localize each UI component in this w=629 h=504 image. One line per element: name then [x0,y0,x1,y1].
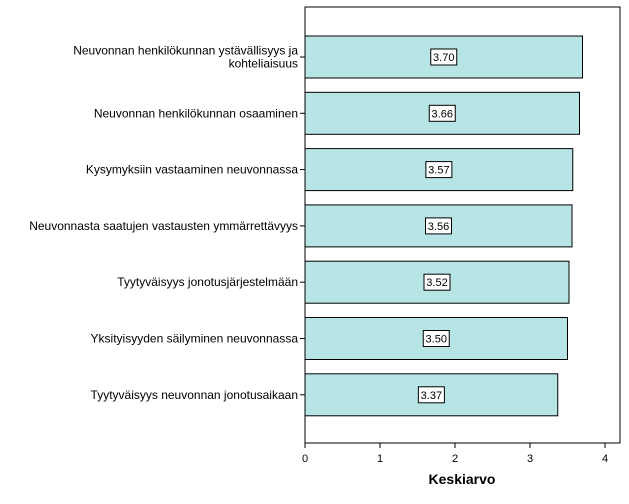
data-label-box [417,386,445,404]
data-label-box [425,161,453,179]
data-label: 3.57 [428,165,449,177]
data-label: 3.66 [432,108,453,120]
data-label-box [425,217,452,235]
data-label-box [428,104,456,122]
data-label: 3.56 [428,221,449,233]
x-tick-label: 3 [527,453,533,465]
category-label: Tyytyväisyys jonotusjärjestelmään [117,275,298,289]
bars-layer: 3.70 3.66 3.57 3.56 3.52 3.50 3.37 [304,35,583,417]
category-label: Neuvonnasta saatujen vastausten ymmärret… [29,219,298,233]
data-label: 3.52 [426,277,447,289]
data-label: 3.50 [426,334,447,346]
bar [304,204,573,248]
data-label: 3.37 [421,390,442,402]
category-label: Neuvonnan henkilökunnan osaaminen [94,106,298,120]
x-tick-label: 1 [377,453,383,465]
category-label: Tyytyväisyys neuvonnan jonotusaikaan [91,388,298,402]
category-label: Kysymyksiin vastaaminen neuvonnassa [86,163,298,177]
data-label-box [423,273,451,291]
x-tick-label: 4 [602,453,608,465]
category-label: Neuvonnan henkilökunnan ystävällisyys ja… [73,44,298,71]
x-tick-label: 2 [452,453,458,465]
category-label: Yksityisyyden säilyminen neuvonnassa [91,332,299,346]
data-label-box [430,48,458,66]
data-label: 3.70 [433,52,454,64]
data-label-box [422,330,450,347]
x-axis-title: Keskiarvo [429,471,496,487]
x-axis: 0 1 2 3 4 [300,56,608,465]
category-labels: Neuvonnan henkilökunnan ystävällisyys ja… [29,44,298,402]
x-tick-label: 0 [302,453,308,465]
